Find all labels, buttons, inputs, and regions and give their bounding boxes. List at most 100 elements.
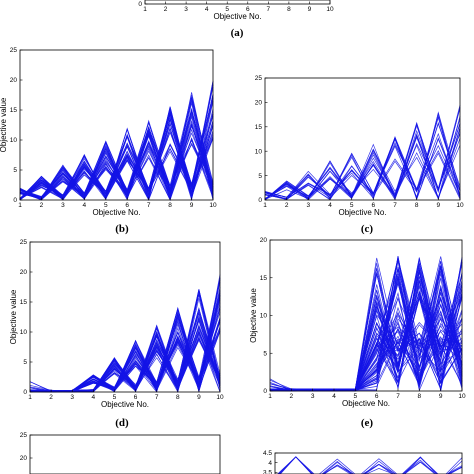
- y-tick-label: 20: [10, 77, 18, 84]
- panel-a: 1 2 3 4 5 6 7 8 9 10 0 Objective No.: [138, 0, 334, 21]
- y-tick-label: 15: [260, 275, 268, 282]
- x-tick-label: 5: [350, 202, 354, 209]
- plot-frame: [29, 434, 221, 474]
- series-line: [264, 145, 461, 200]
- y-tick-label: 4: [268, 460, 272, 467]
- x-tick-label: 6: [134, 394, 138, 401]
- y-tick-label: 0: [263, 388, 267, 395]
- y-tick-label: 10: [260, 313, 268, 320]
- x-tick-label: 1: [143, 6, 147, 13]
- panel-b: 1 2 3 4 5 6 7 8 9 10 0 5 10 15 20 25 Objective No. Object…: [0, 47, 217, 217]
- panel-label-c: (c): [361, 223, 374, 235]
- series-line: [264, 138, 461, 200]
- x-tick-label: 1: [28, 394, 32, 401]
- x-tick-label: 3: [307, 202, 311, 209]
- panel-label-d: (d): [115, 417, 129, 429]
- x-tick-label: 4: [205, 6, 209, 13]
- y-tick-label: 25: [20, 432, 28, 439]
- y-tick-label: 25: [10, 47, 18, 54]
- y-tick-label: 25: [255, 75, 263, 82]
- plot-frame: [144, 0, 331, 5]
- series-line: [269, 267, 463, 392]
- x-tick-label: 7: [155, 394, 159, 401]
- x-tick-label: 5: [113, 394, 117, 401]
- x-tick-label: 10: [458, 393, 466, 400]
- x-axis-label: Objective No.: [92, 208, 140, 217]
- x-tick-label: 6: [125, 202, 129, 209]
- plot-frame: [274, 452, 463, 474]
- y-tick-label: 0: [13, 197, 17, 204]
- series-line: [269, 270, 463, 391]
- series-line: [279, 456, 463, 474]
- y-tick-label: 0: [258, 197, 262, 204]
- x-tick-label: 6: [246, 6, 250, 13]
- x-tick-label: 4: [83, 202, 87, 209]
- x-tick-label: 6: [375, 393, 379, 400]
- y-tick-label: 4.5: [263, 450, 272, 457]
- x-tick-label: 10: [209, 202, 217, 209]
- y-axis-label: Objective value: [249, 288, 258, 343]
- x-axis-label: Objective No.: [101, 400, 149, 409]
- x-tick-label: 5: [104, 202, 108, 209]
- x-tick-label: 9: [439, 393, 443, 400]
- series-line: [19, 84, 214, 200]
- x-tick-label: 8: [418, 393, 422, 400]
- x-tick-label: 10: [216, 394, 224, 401]
- x-axis-label: Objective No.: [342, 399, 390, 408]
- x-tick-label: 5: [354, 393, 358, 400]
- x-tick-label: 6: [372, 202, 376, 209]
- y-tick-label: 20: [20, 455, 28, 462]
- y-tick-label: 10: [255, 148, 263, 155]
- x-tick-label: 4: [328, 202, 332, 209]
- series-line: [19, 122, 214, 198]
- x-tick-label: 1: [268, 393, 272, 400]
- x-tick-label: 10: [456, 202, 464, 209]
- x-tick-label: 1: [263, 202, 267, 209]
- y-tick-label: 15: [255, 124, 263, 131]
- x-tick-label: 4: [92, 394, 96, 401]
- plot-frame: [19, 49, 214, 201]
- x-tick-label: 9: [190, 202, 194, 209]
- x-tick-label: 9: [437, 202, 441, 209]
- y-tick-label: 0: [23, 389, 27, 396]
- plot-frame: [29, 241, 221, 393]
- y-tick-label: 0: [138, 1, 142, 8]
- panel-g: 3.5 4 4.5: [263, 450, 463, 474]
- y-tick-label: 15: [10, 107, 18, 114]
- x-tick-label: 3: [61, 202, 65, 209]
- y-tick-label: 20: [255, 100, 263, 107]
- x-tick-label: 3: [311, 393, 315, 400]
- x-tick-label: 2: [164, 6, 168, 13]
- panel-label-e: (e): [361, 417, 374, 429]
- x-tick-label: 2: [40, 202, 44, 209]
- panel-c: 1 2 3 4 5 6 7 8 9 10 0 5 10 15 20 25 Objective No.: [255, 75, 464, 217]
- x-tick-label: 5: [225, 6, 229, 13]
- y-tick-label: 5: [23, 359, 27, 366]
- series-line: [29, 298, 221, 393]
- x-tick-label: 7: [393, 202, 397, 209]
- y-tick-label: 15: [20, 299, 28, 306]
- y-tick-label: 3.5: [263, 470, 272, 474]
- x-tick-label: 9: [308, 6, 312, 13]
- x-tick-label: 8: [287, 6, 291, 13]
- y-tick-label: 25: [20, 239, 28, 246]
- x-tick-label: 7: [267, 6, 271, 13]
- panel-e: 1 2 3 4 5 6 7 8 9 10 0 5 10 15 20 Objective No. Objectiv…: [249, 237, 466, 408]
- series-line: [269, 261, 463, 391]
- x-axis-label: Objective No.: [338, 208, 386, 217]
- x-tick-label: 3: [70, 394, 74, 401]
- x-axis-label: Objective No.: [213, 12, 261, 21]
- y-tick-label: 20: [20, 269, 28, 276]
- series-line: [19, 123, 214, 201]
- y-tick-label: 5: [13, 167, 17, 174]
- series-line: [264, 105, 461, 200]
- y-axis-label: Objective value: [0, 97, 8, 152]
- plot-frame: [264, 77, 461, 201]
- series-line: [19, 92, 214, 199]
- panel-label-b: (b): [115, 223, 129, 235]
- x-tick-label: 4: [332, 393, 336, 400]
- x-tick-label: 10: [326, 6, 334, 13]
- series-line: [19, 131, 214, 201]
